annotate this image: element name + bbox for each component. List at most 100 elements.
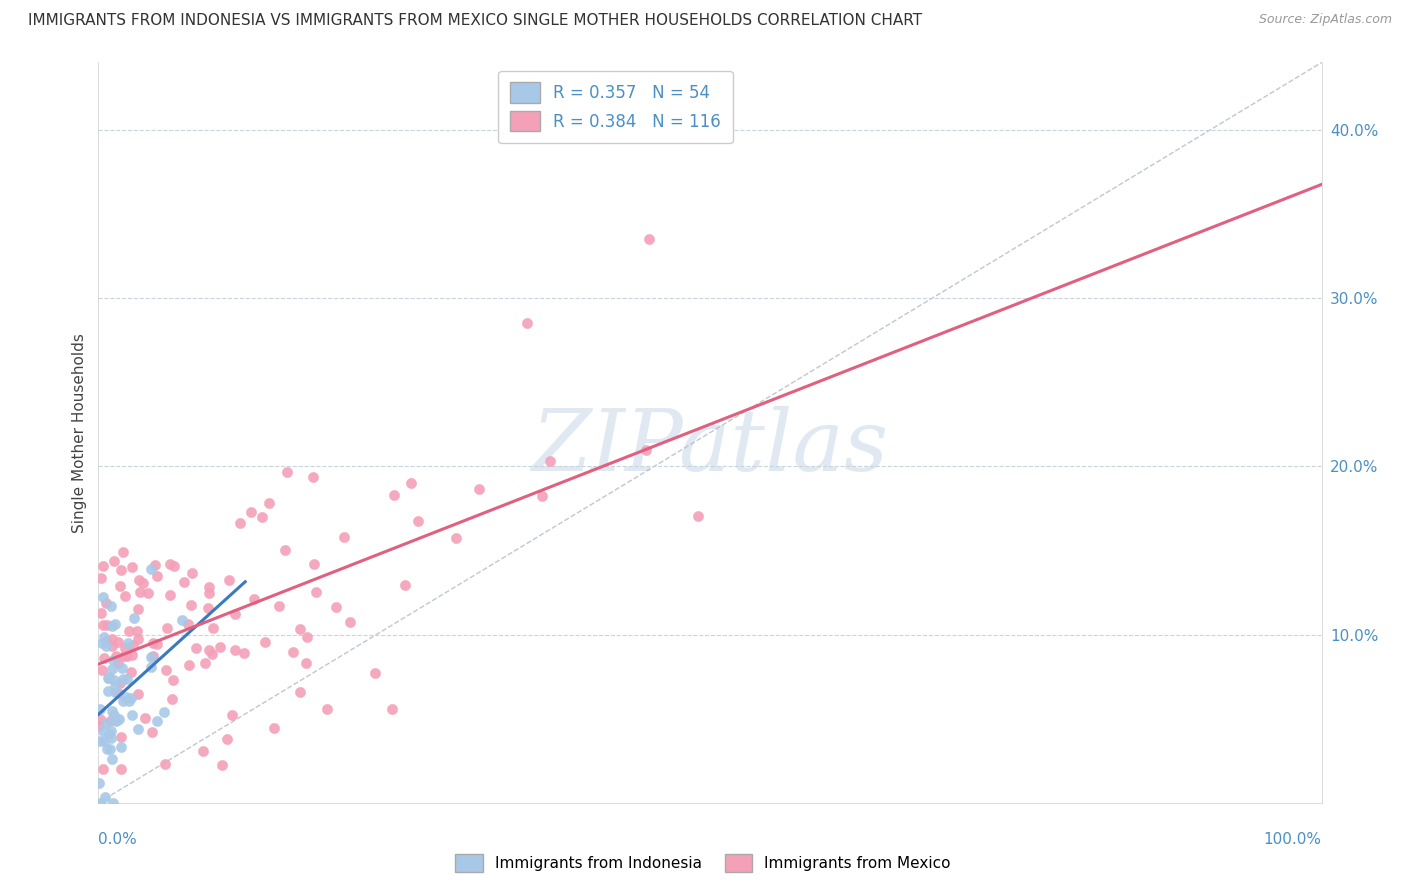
Point: [129, 585, 152, 599]
Point: [339, 615, 361, 629]
Point: [127, 624, 149, 638]
Point: [134, 710, 156, 724]
Point: [180, 598, 202, 612]
Point: [104, 714, 127, 728]
Point: [105, 649, 128, 664]
Point: [250, 510, 273, 524]
Point: [105, 713, 128, 727]
Point: [93, 762, 115, 776]
Point: [200, 648, 222, 662]
Point: [112, 694, 135, 708]
Point: [637, 232, 661, 246]
Point: [146, 568, 169, 582]
Point: [263, 721, 285, 735]
Point: [114, 589, 136, 603]
Point: [136, 586, 159, 600]
Point: [107, 634, 129, 648]
Point: [104, 685, 127, 699]
Point: [198, 580, 221, 594]
Point: [224, 607, 246, 622]
Point: [121, 559, 143, 574]
Point: [98, 714, 121, 728]
Point: [141, 649, 163, 664]
Point: [153, 756, 176, 771]
Point: [110, 730, 132, 744]
Point: [93, 723, 115, 738]
Point: [155, 620, 177, 634]
Point: [211, 758, 233, 772]
Point: [202, 621, 225, 635]
Point: [104, 617, 127, 632]
Point: [128, 574, 150, 588]
Text: Source: ZipAtlas.com: Source: ZipAtlas.com: [1258, 13, 1392, 27]
Point: [290, 622, 312, 636]
Point: [97, 671, 120, 685]
Point: [295, 656, 318, 670]
Point: [103, 796, 125, 810]
Point: [110, 579, 132, 593]
Point: [90, 636, 112, 650]
Point: [127, 602, 149, 616]
Point: [127, 687, 149, 701]
Point: [155, 663, 177, 677]
Point: [90, 571, 112, 585]
Point: [104, 679, 127, 693]
Point: [121, 708, 143, 723]
Point: [173, 575, 195, 590]
Point: [87, 776, 110, 790]
Point: [117, 636, 139, 650]
Point: [141, 562, 163, 576]
Point: [122, 638, 145, 652]
Point: [96, 741, 118, 756]
Point: [96, 597, 118, 611]
Point: [107, 712, 129, 726]
Point: [274, 543, 297, 558]
Point: [91, 559, 114, 574]
Point: [111, 661, 134, 675]
Point: [197, 642, 219, 657]
Point: [159, 557, 181, 571]
Point: [177, 616, 200, 631]
Legend: Immigrants from Indonesia, Immigrants from Mexico: Immigrants from Indonesia, Immigrants fr…: [447, 846, 959, 880]
Point: [143, 558, 166, 572]
Point: [93, 734, 115, 748]
Point: [91, 617, 114, 632]
Point: [110, 563, 132, 577]
Point: [112, 649, 135, 664]
Point: [162, 673, 184, 688]
Point: [194, 656, 217, 670]
Point: [141, 724, 163, 739]
Point: [93, 650, 115, 665]
Point: [94, 640, 117, 654]
Legend: R = 0.357   N = 54, R = 0.384   N = 116: R = 0.357 N = 54, R = 0.384 N = 116: [498, 70, 733, 143]
Point: [239, 505, 262, 519]
Point: [304, 585, 326, 599]
Point: [101, 704, 124, 718]
Point: [89, 712, 111, 726]
Point: [101, 639, 124, 653]
Point: [302, 557, 325, 571]
Point: [103, 673, 125, 688]
Point: [97, 684, 120, 698]
Point: [159, 588, 181, 602]
Point: [444, 531, 467, 545]
Point: [122, 610, 145, 624]
Point: [139, 659, 162, 673]
Point: [97, 670, 120, 684]
Point: [120, 691, 142, 706]
Point: [96, 617, 118, 632]
Point: [103, 708, 125, 723]
Point: [101, 653, 124, 667]
Point: [108, 675, 131, 690]
Point: [103, 554, 125, 568]
Point: [538, 454, 561, 468]
Point: [228, 516, 250, 530]
Point: [100, 723, 122, 738]
Point: [89, 734, 111, 748]
Point: [333, 530, 356, 544]
Point: [172, 613, 194, 627]
Point: [121, 648, 143, 662]
Y-axis label: Single Mother Households: Single Mother Households: [72, 333, 87, 533]
Point: [215, 731, 238, 746]
Point: [364, 666, 387, 681]
